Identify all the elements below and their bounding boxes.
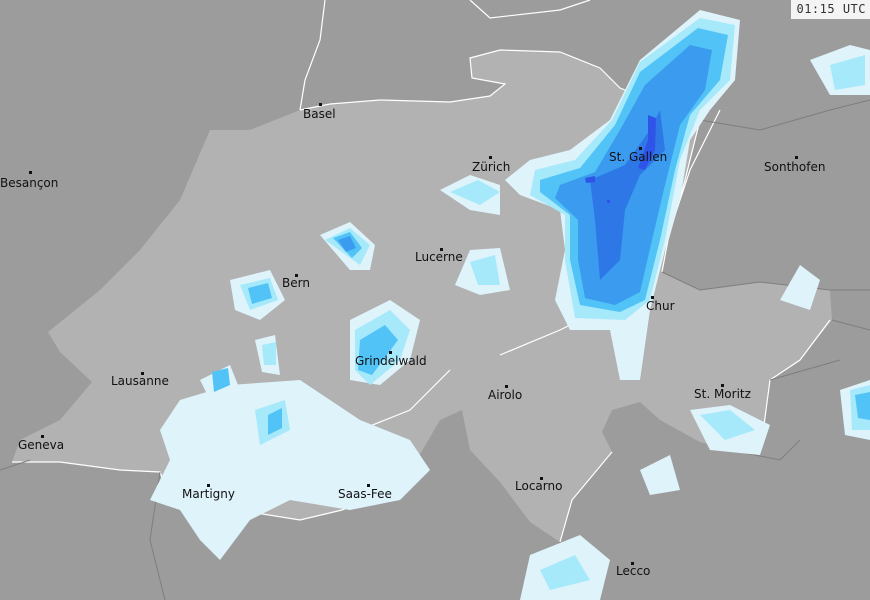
city-dot-icon: [319, 103, 322, 106]
city-chur: Chur: [646, 296, 675, 313]
city-lausanne: Lausanne: [111, 372, 169, 388]
city-label: Bern: [282, 276, 310, 290]
city-label: Besançon: [0, 176, 58, 190]
city-label: Chur: [646, 299, 675, 313]
city-martigny: Martigny: [182, 484, 235, 501]
city-label: Saas-Fee: [338, 487, 392, 501]
city-dot-icon: [41, 435, 44, 438]
city-grindelwald: Grindelwald: [355, 351, 427, 368]
precipitation-layer: [150, 10, 870, 600]
city-markers: Basel Besançon Zürich St. Gallen Sonthofen Lu…: [0, 103, 825, 578]
city-label: Basel: [303, 107, 336, 121]
city-label: Airolo: [488, 388, 522, 402]
city-label: Lucerne: [415, 250, 463, 264]
city-dot-icon: [389, 351, 392, 354]
city-dot-icon: [29, 171, 32, 174]
city-lucerne: Lucerne: [415, 248, 463, 264]
city-locarno: Locarno: [515, 477, 562, 493]
city-label: Geneva: [18, 438, 64, 452]
city-airolo: Airolo: [488, 385, 522, 402]
city-label: Lausanne: [111, 374, 169, 388]
city-geneva: Geneva: [18, 435, 64, 452]
city-dot-icon: [540, 477, 543, 480]
city-label: Grindelwald: [355, 354, 427, 368]
city-dot-icon: [639, 147, 642, 150]
city-sonthofen: Sonthofen: [764, 156, 825, 174]
city-label: St. Moritz: [694, 387, 751, 401]
city-dot-icon: [505, 385, 508, 388]
city-dot-icon: [367, 484, 370, 487]
city-label: Lecco: [616, 564, 650, 578]
city-st-moritz: St. Moritz: [694, 384, 751, 401]
city-dot-icon: [489, 156, 492, 159]
city-saas-fee: Saas-Fee: [338, 484, 392, 501]
city-dot-icon: [141, 372, 144, 375]
city-label: Sonthofen: [764, 160, 825, 174]
city-basel: Basel: [303, 103, 336, 121]
city-dot-icon: [440, 248, 443, 251]
timestamp-label: 01:15 UTC: [791, 0, 870, 19]
city-label: Zürich: [472, 160, 510, 174]
city-st-gallen: St. Gallen: [609, 147, 667, 164]
city-dot-icon: [651, 296, 654, 299]
city-label: Locarno: [515, 479, 562, 493]
city-bern: Bern: [282, 274, 310, 290]
city-dot-icon: [795, 156, 798, 159]
city-z-rich: Zürich: [472, 156, 510, 174]
city-label: St. Gallen: [609, 150, 667, 164]
city-besan-on: Besançon: [0, 171, 58, 190]
city-dot-icon: [721, 384, 724, 387]
city-dot-icon: [295, 274, 298, 277]
city-dot-icon: [631, 562, 634, 565]
city-label: Martigny: [182, 487, 235, 501]
city-dot-icon: [207, 484, 210, 487]
city-lecco: Lecco: [616, 562, 650, 578]
